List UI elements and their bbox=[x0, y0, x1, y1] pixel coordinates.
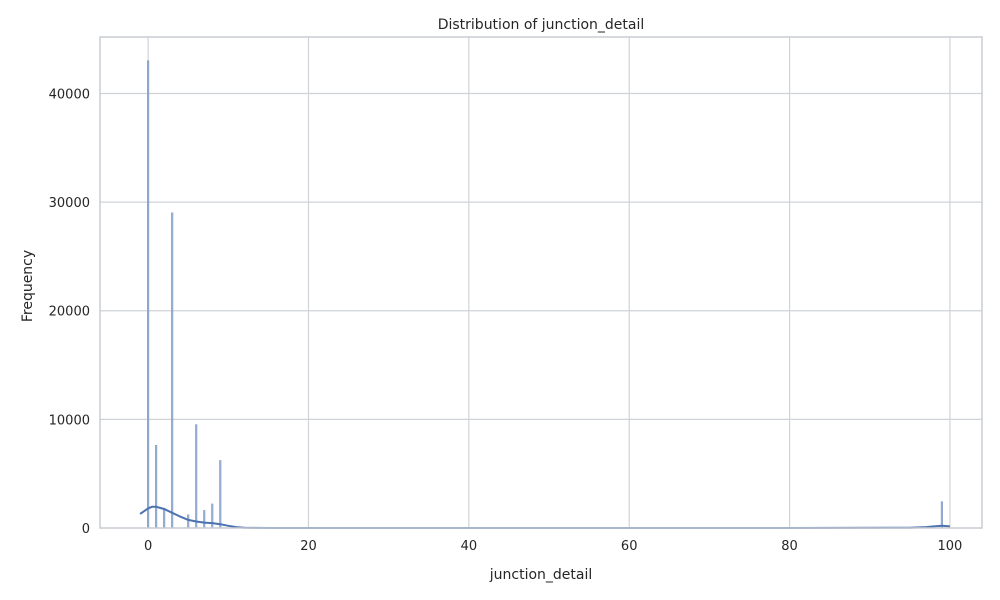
bar-layer bbox=[147, 60, 944, 529]
kde-layer bbox=[139, 505, 950, 529]
plot-frame bbox=[99, 36, 983, 529]
histogram-bar bbox=[219, 460, 222, 529]
y-axis-label: Frequency bbox=[20, 250, 36, 322]
y-tick-label: 20000 bbox=[49, 305, 90, 320]
histogram-bar bbox=[147, 60, 150, 529]
x-tick-label: 20 bbox=[300, 539, 317, 554]
x-tick-label: 60 bbox=[621, 539, 638, 554]
histogram-bar bbox=[195, 424, 198, 529]
x-tick-label: 80 bbox=[781, 539, 798, 554]
tick-layer: 0 20 40 60 80 100 0 10000 20000 30000 40000 bbox=[49, 87, 963, 554]
x-tick-label: 0 bbox=[144, 539, 152, 554]
chart-title: Distribution of junction_detail bbox=[438, 17, 645, 33]
histogram-bar bbox=[187, 514, 190, 529]
x-axis-label: junction_detail bbox=[489, 567, 593, 583]
x-tick-label: 100 bbox=[938, 539, 963, 554]
histogram-bar bbox=[211, 503, 214, 529]
histogram-bar bbox=[940, 501, 944, 529]
kde-curve bbox=[139, 505, 950, 529]
histogram-bar bbox=[155, 444, 158, 529]
x-tick-label: 40 bbox=[461, 539, 478, 554]
grid-layer bbox=[100, 37, 982, 529]
y-tick-label: 40000 bbox=[49, 87, 90, 102]
histogram-bar bbox=[203, 510, 206, 529]
histogram-bar bbox=[171, 212, 174, 529]
y-tick-label: 10000 bbox=[49, 413, 90, 428]
histogram-bar bbox=[163, 507, 166, 529]
y-tick-label: 0 bbox=[82, 522, 90, 537]
y-tick-label: 30000 bbox=[49, 196, 90, 211]
